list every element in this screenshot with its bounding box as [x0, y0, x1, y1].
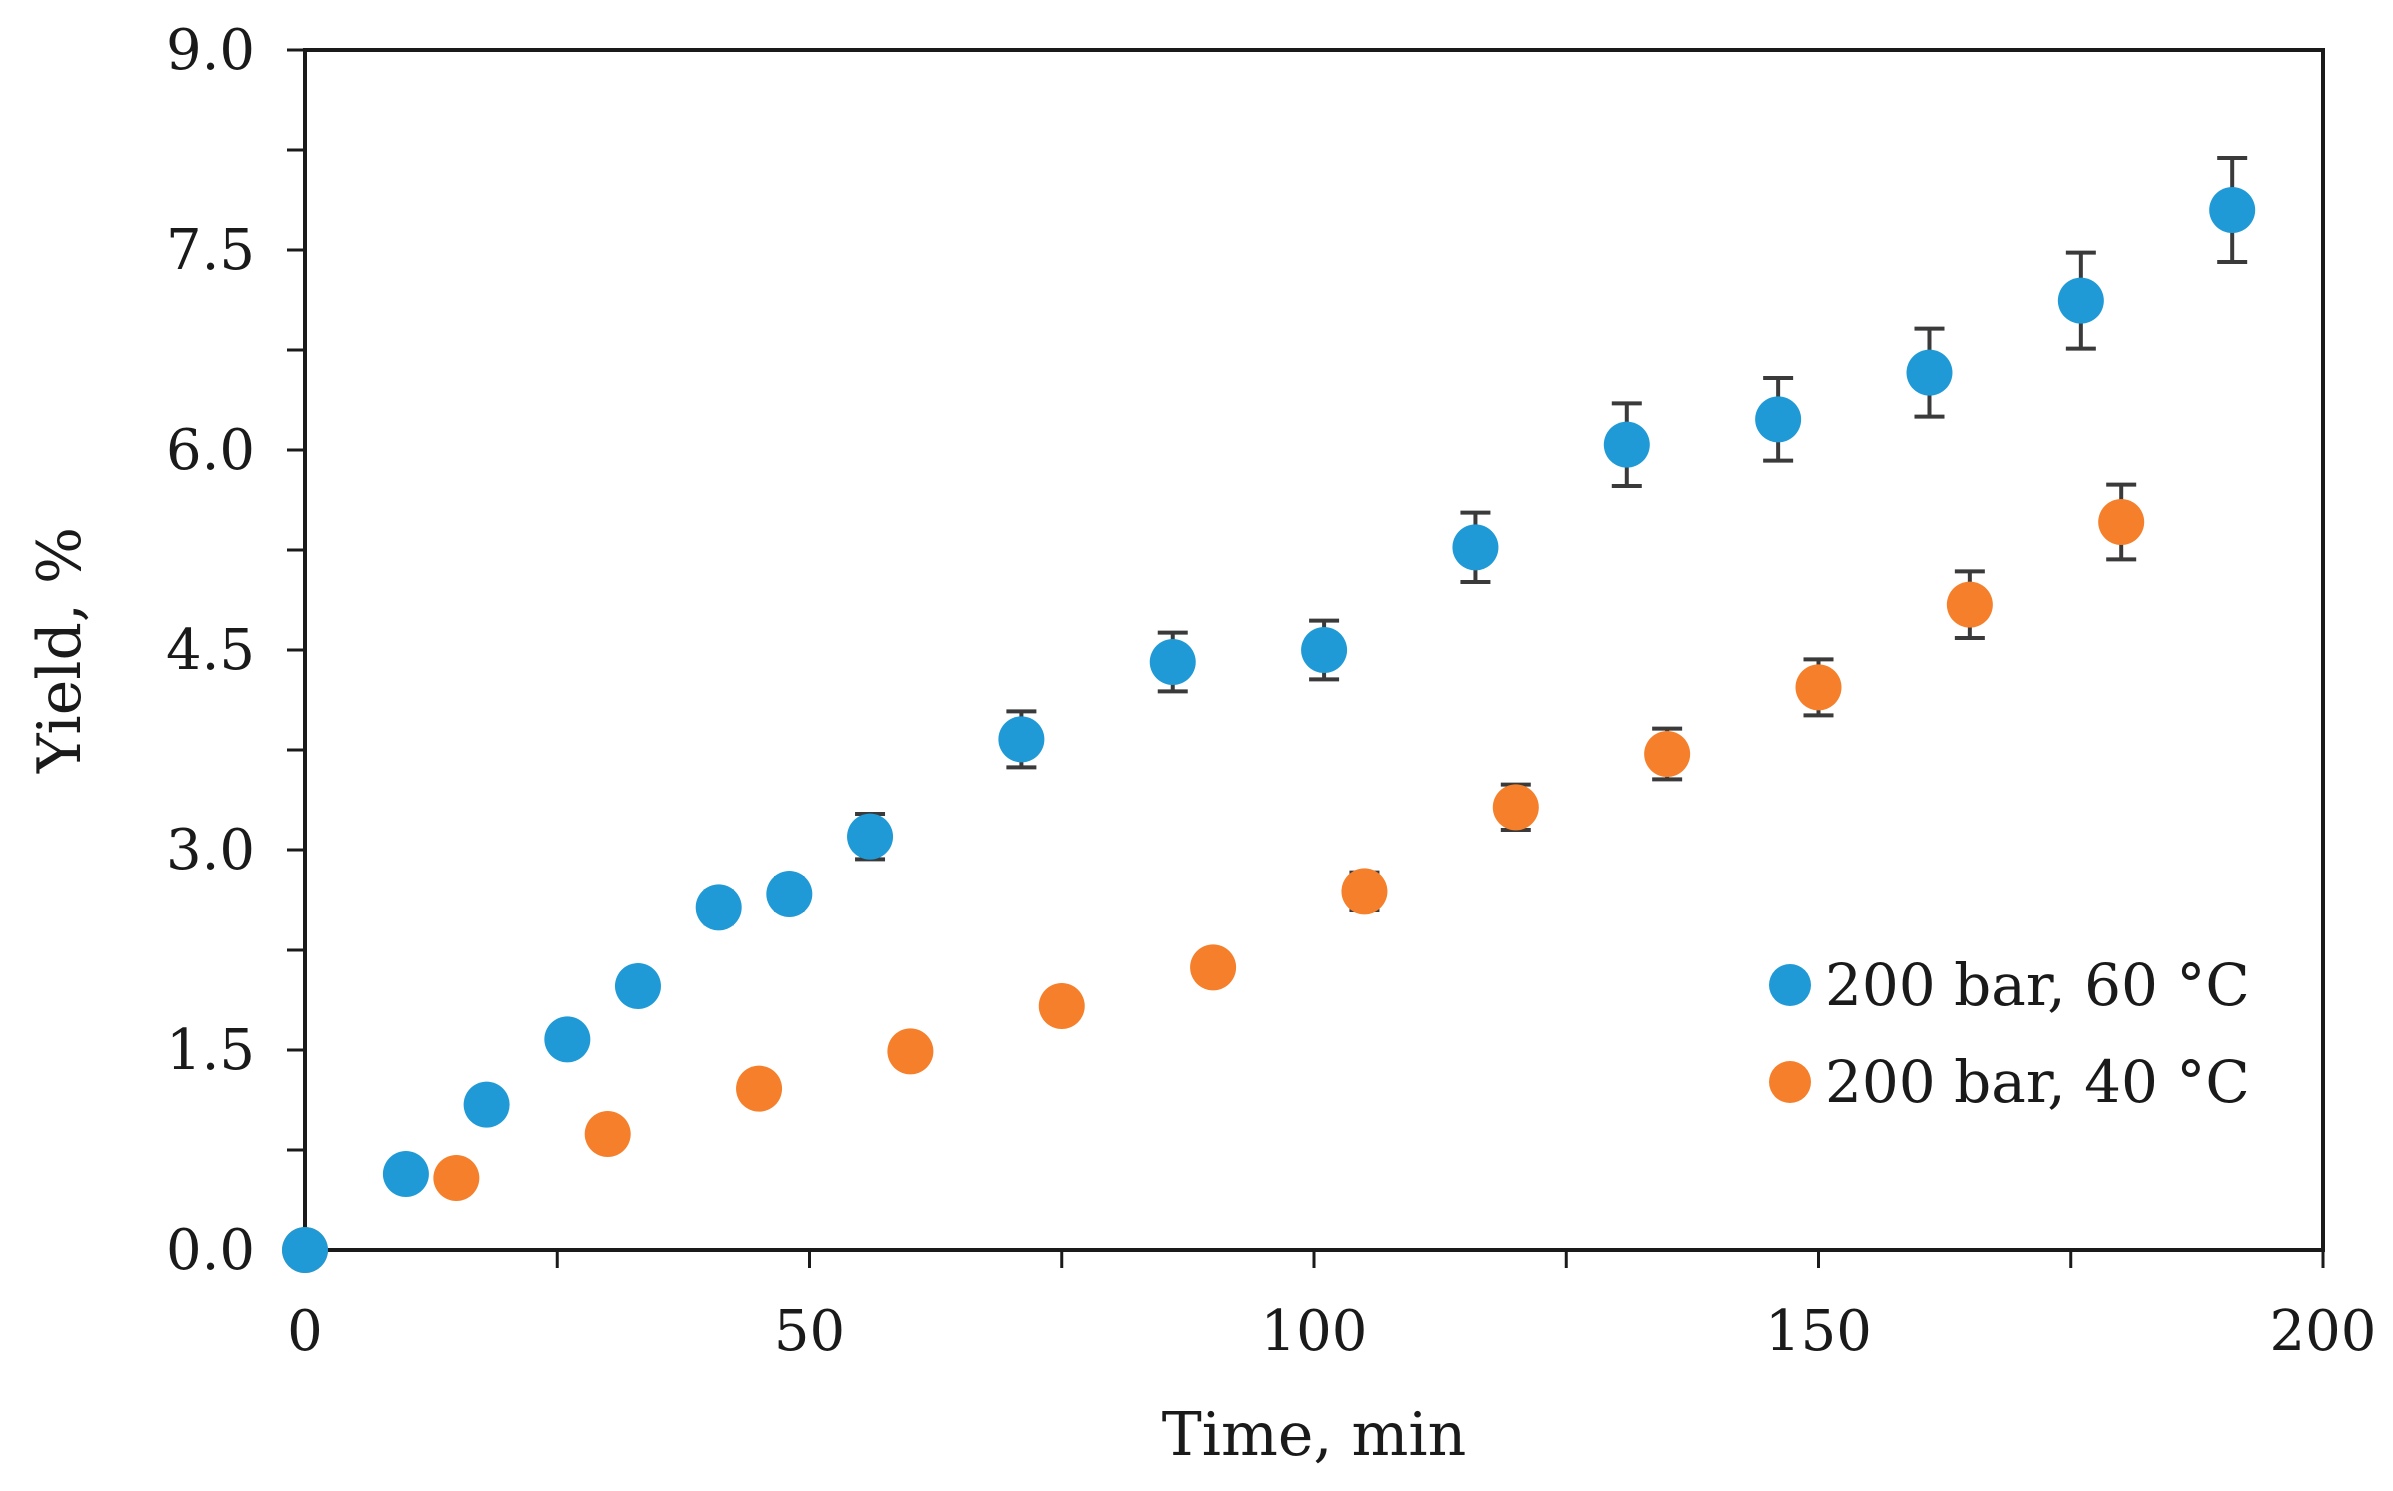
data-point-60c	[463, 1081, 510, 1128]
data-point-40c	[1190, 944, 1237, 991]
x-tick-label: 0	[287, 1299, 323, 1364]
x-tick-label: 200	[2270, 1299, 2377, 1364]
data-point-60c	[382, 1151, 429, 1197]
data-point-40c	[2098, 499, 2145, 545]
data-point-40c	[1795, 664, 1842, 711]
data-point-40c	[1644, 731, 1691, 777]
y-tick-label: 7.5	[166, 218, 255, 283]
data-point-40c	[1946, 581, 1993, 628]
x-axis: 0 50 100 150 200	[287, 1250, 2376, 1364]
x-axis-title: Time, min	[1162, 1400, 1466, 1470]
legend-marker-60c	[1769, 964, 1811, 1006]
y-axis: 0.0 1.5 3.0 4.5 6.0 7.5 9.0	[166, 18, 305, 1283]
data-point-60c	[1301, 627, 1348, 673]
series-layer	[282, 156, 2256, 1273]
data-point-60c	[1149, 639, 1196, 685]
y-tick-label: 9.0	[166, 18, 255, 83]
x-tick-label: 150	[1765, 1299, 1872, 1364]
data-point-40c	[1341, 868, 1388, 915]
data-point-40c	[584, 1111, 631, 1157]
data-point-60c	[1452, 524, 1499, 571]
y-axis-title: Yield, %	[25, 527, 95, 774]
data-point-40c	[1038, 983, 1085, 1029]
data-point-60c	[544, 1016, 591, 1063]
data-point-40c	[736, 1065, 783, 1112]
data-point-40c	[1492, 784, 1539, 831]
legend-marker-40c	[1769, 1061, 1811, 1103]
y-tick-label: 1.5	[166, 1018, 255, 1083]
data-point-60c	[2209, 187, 2256, 233]
legend-label-60c: 200 bar, 60 °C	[1825, 951, 2250, 1019]
data-point-60c	[847, 813, 894, 860]
data-point-60c	[614, 963, 661, 1009]
data-point-60c	[1603, 421, 1650, 468]
x-tick-label: 50	[774, 1299, 845, 1364]
x-tick-label: 100	[1261, 1299, 1368, 1364]
data-point-60c	[1755, 396, 1802, 443]
y-tick-label: 4.5	[166, 618, 255, 683]
data-point-60c	[766, 871, 813, 917]
legend-label-40c: 200 bar, 40 °C	[1825, 1048, 2250, 1116]
data-point-60c	[998, 716, 1045, 763]
data-point-60c	[2057, 277, 2104, 324]
y-tick-label: 3.0	[166, 818, 255, 883]
data-point-40c	[433, 1155, 480, 1201]
y-tick-label: 6.0	[166, 418, 255, 483]
data-point-60c	[1906, 349, 1953, 396]
data-point-40c	[887, 1028, 934, 1075]
data-point-60c	[695, 884, 742, 931]
y-tick-label: 0.0	[166, 1218, 255, 1283]
data-point-60c	[282, 1227, 328, 1273]
legend: 200 bar, 60 °C 200 bar, 40 °C	[1769, 951, 2250, 1116]
